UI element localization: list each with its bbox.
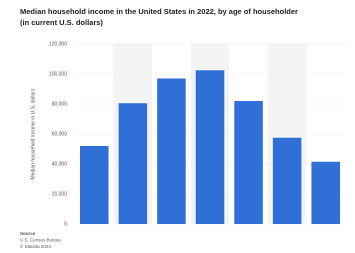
y-tick-label: 20,000 [52, 191, 68, 197]
bar [80, 146, 109, 224]
bar [157, 78, 186, 224]
y-axis-label: Median household income in U.S. dollars [30, 88, 36, 179]
bar [118, 103, 148, 224]
bar [311, 161, 340, 224]
y-tick-label: 100,000 [49, 71, 67, 77]
y-tick-label: 0 [64, 221, 67, 227]
chart-title: Median household income in the United St… [20, 7, 298, 27]
y-tick-label: 40,000 [52, 161, 68, 167]
title-line: (in current U.S. dollars) [20, 18, 103, 27]
y-tick-label: 80,000 [52, 101, 68, 107]
source-text: © Statista 2024 [20, 243, 51, 249]
source-text: U.S. Census Bureau [20, 238, 62, 243]
bar [272, 137, 302, 224]
bar [195, 70, 225, 224]
bar [234, 101, 263, 224]
y-tick-label: 120,000 [49, 41, 67, 47]
y-tick-label: 60,000 [52, 131, 68, 137]
source-text: Source [20, 231, 36, 236]
title-line: Median household income in the United St… [20, 7, 298, 16]
